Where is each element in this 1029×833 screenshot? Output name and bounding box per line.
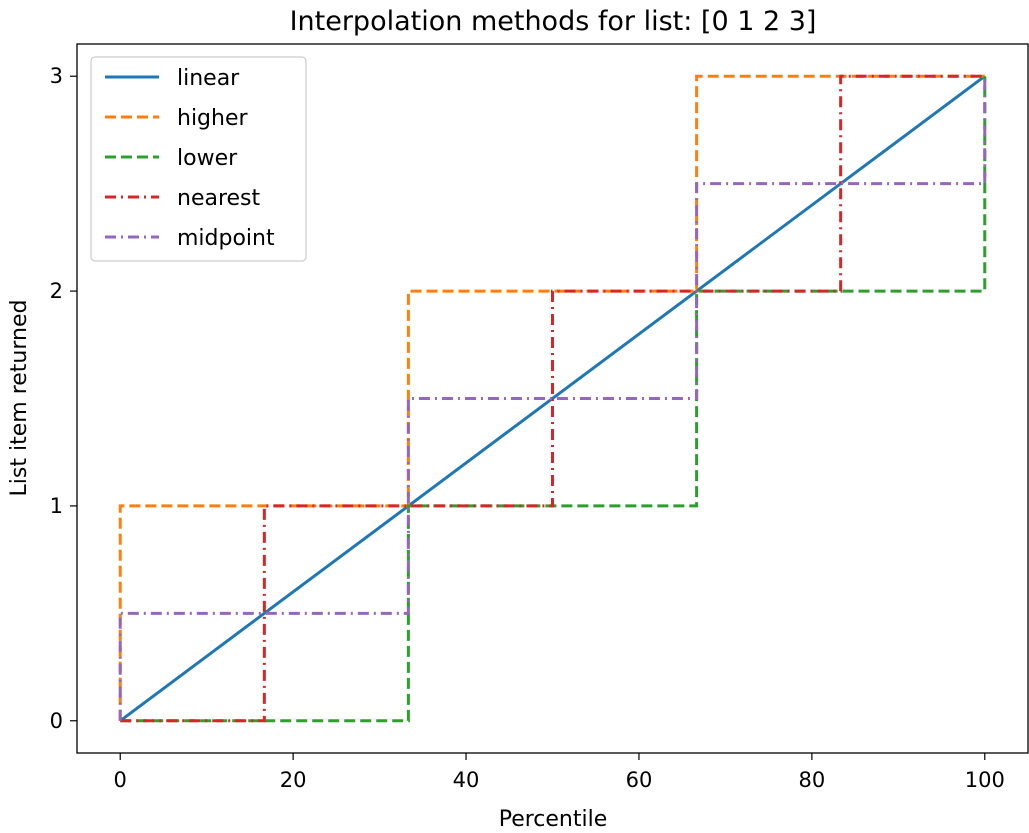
series-line-linear (119, 75, 986, 722)
x-tick-label-80: 80 (798, 768, 825, 792)
y-tick-label-0: 0 (50, 709, 63, 733)
series-line-lower (120, 76, 987, 723)
x-axis-ticks: 0 20 40 60 80 100 (114, 753, 1005, 792)
series-layer (118, 74, 987, 723)
legend-label-midpoint: midpoint (177, 226, 275, 251)
legend-label-nearest: nearest (177, 186, 261, 211)
legend: linear higher lower nearest midpoint (90, 56, 307, 262)
chart-title: Interpolation methods for list: [0 1 2 3… (290, 6, 817, 37)
y-tick-label-3: 3 (50, 64, 63, 88)
y-tick-label-2: 2 (50, 279, 63, 303)
x-tick-label-40: 40 (453, 768, 480, 792)
legend-label-higher: higher (177, 106, 248, 131)
legend-label-lower: lower (177, 146, 238, 171)
legend-label-linear: linear (177, 66, 240, 91)
legend-box (90, 56, 307, 262)
x-tick-label-100: 100 (965, 768, 1005, 792)
x-axis-label: Percentile (499, 807, 608, 832)
y-axis-label: List item returned (7, 300, 32, 497)
series-line-higher (118, 74, 985, 721)
x-tick-label-60: 60 (626, 768, 653, 792)
plot-frame (76, 43, 1029, 754)
series-line-midpoint (118, 76, 987, 721)
y-tick-label-1: 1 (50, 494, 63, 518)
x-tick-label-0: 0 (114, 768, 127, 792)
x-tick-label-20: 20 (280, 768, 307, 792)
y-axis-ticks: 0 1 2 3 (50, 64, 77, 733)
